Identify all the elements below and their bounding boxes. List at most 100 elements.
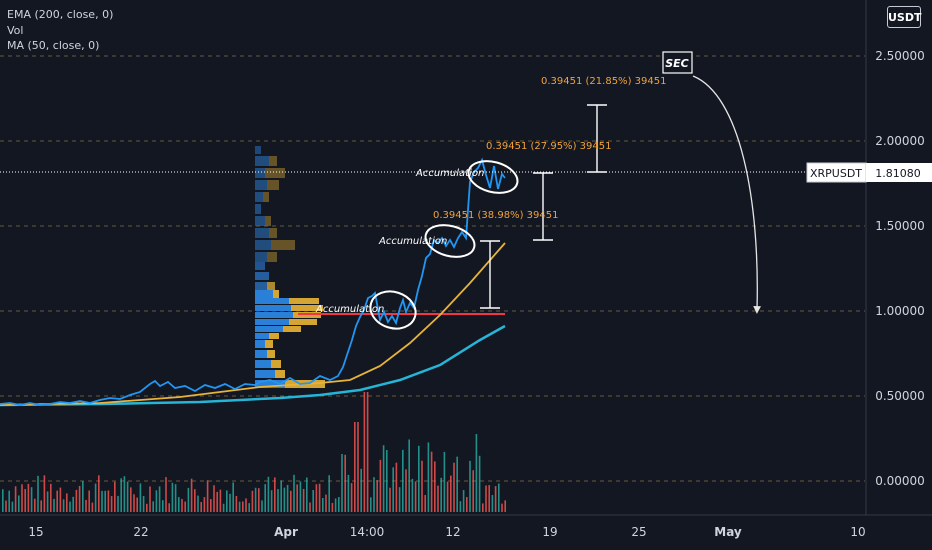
volume-bar xyxy=(341,453,343,512)
volume-bar xyxy=(405,469,407,512)
volume-bar xyxy=(187,487,190,512)
volume-bar xyxy=(242,501,244,512)
volume-bar xyxy=(43,475,46,512)
accumulation-ellipse-3[interactable] xyxy=(465,156,521,198)
volume-bar xyxy=(72,496,74,512)
volume-bar xyxy=(75,489,78,512)
time-tick-label: May xyxy=(714,525,742,539)
accumulation-label-1: Accumulation xyxy=(315,304,384,315)
currency-button[interactable]: USDT xyxy=(887,6,922,28)
sec-label: SEC xyxy=(665,57,689,70)
volume-bar xyxy=(382,445,385,512)
volume-bar xyxy=(344,454,346,512)
volume-bar xyxy=(370,497,372,512)
volume-bar xyxy=(258,488,260,512)
volume-bar xyxy=(178,497,180,512)
price-tick-label: 2.50000 xyxy=(875,49,925,63)
volume-bar xyxy=(232,482,234,512)
volume-bar xyxy=(136,497,138,512)
accumulation-ellipse-2[interactable] xyxy=(422,220,478,262)
volume-bar xyxy=(21,484,23,512)
volume-bar xyxy=(402,449,404,512)
volume-bar xyxy=(78,485,81,512)
volume-bar xyxy=(34,498,36,512)
volume-bar xyxy=(101,490,103,512)
volume-bar xyxy=(98,475,100,512)
volume-bar xyxy=(331,502,334,512)
volume-bar xyxy=(171,482,174,512)
volume-bar xyxy=(498,483,500,512)
volume-bar xyxy=(392,467,394,512)
volume-bar xyxy=(56,490,58,512)
volume-bar xyxy=(338,497,340,512)
volume-bar xyxy=(18,495,20,512)
volume-bar xyxy=(88,490,90,512)
volume-bar xyxy=(328,475,330,512)
volume-bar xyxy=(472,470,474,512)
volume-bar xyxy=(146,503,148,512)
volume-bar xyxy=(302,488,305,512)
sec-arrow[interactable] xyxy=(692,75,762,314)
volume-bar xyxy=(37,475,39,512)
volume-bar xyxy=(139,483,142,512)
volume-bar xyxy=(456,456,458,512)
sec-box[interactable] xyxy=(662,51,693,74)
time-tick-label: 22 xyxy=(133,525,148,539)
volume-bar xyxy=(117,495,119,512)
volume-bar xyxy=(82,481,84,512)
volume-bar xyxy=(421,460,423,512)
price-tick-label: 2.00000 xyxy=(875,134,925,148)
measure-label-38-98: 0.39451 (38.98%) 39451 xyxy=(433,210,558,221)
measure-bracket-1[interactable] xyxy=(480,240,500,309)
price-tick-label: 1.50000 xyxy=(875,219,925,233)
volume-bar xyxy=(373,477,375,512)
volume-bar xyxy=(114,481,116,512)
volume-bar xyxy=(62,499,65,512)
volume-bar xyxy=(427,442,430,512)
volume-bar xyxy=(142,495,145,512)
legend-ema[interactable]: EMA (200, close, 0) xyxy=(7,8,114,21)
indicator-legend: EMA (200, close, 0) Vol MA (50, close, 0… xyxy=(7,7,113,54)
price-axis[interactable]: 2.50000 2.00000 1.50000 1.00000 0.50000 0.000… xyxy=(875,49,925,488)
volume-bar xyxy=(366,392,369,512)
volume-bar xyxy=(395,462,398,512)
volume-bar xyxy=(30,487,33,512)
measure-bracket-2[interactable] xyxy=(533,172,553,241)
volume-bar xyxy=(123,476,126,512)
volume-bar xyxy=(210,499,212,512)
time-axis[interactable]: 15 22 Apr 14:00 12 19 25 May 10 xyxy=(28,525,865,539)
volume-bar xyxy=(219,489,222,512)
volume-bar xyxy=(226,490,228,512)
volume-bar xyxy=(357,422,359,512)
measure-label-21-85: 0.39451 (21.85%) 39451 xyxy=(541,76,666,87)
volume-bar xyxy=(66,493,68,512)
volume-bar xyxy=(264,484,266,512)
volume-bar xyxy=(165,477,167,512)
volume-bar xyxy=(488,485,490,512)
measure-bracket-3[interactable] xyxy=(587,104,607,173)
volume-bar xyxy=(27,483,30,512)
volume-bar xyxy=(360,468,362,512)
accumulation-ellipse-1[interactable] xyxy=(366,286,421,334)
volume-bar xyxy=(363,392,366,512)
volume-bar xyxy=(478,455,481,512)
volume-bar xyxy=(46,491,49,512)
volume-bar xyxy=(437,485,439,512)
volume-bar xyxy=(235,495,238,512)
legend-ma[interactable]: MA (50, close, 0) xyxy=(7,39,100,52)
volume-bar xyxy=(254,487,257,512)
legend-vol[interactable]: Vol xyxy=(7,23,24,37)
time-tick-label: 19 xyxy=(542,525,557,539)
time-tick-label: 25 xyxy=(631,525,646,539)
volume-bar xyxy=(408,439,410,512)
volume-bar xyxy=(334,498,337,512)
volume-bar xyxy=(251,490,254,512)
volume-bar xyxy=(306,477,308,512)
volume-profile xyxy=(255,146,325,388)
volume-bar xyxy=(69,501,71,512)
volume-bar xyxy=(206,480,209,512)
volume-bar xyxy=(181,498,183,512)
volume-bar xyxy=(286,484,289,512)
